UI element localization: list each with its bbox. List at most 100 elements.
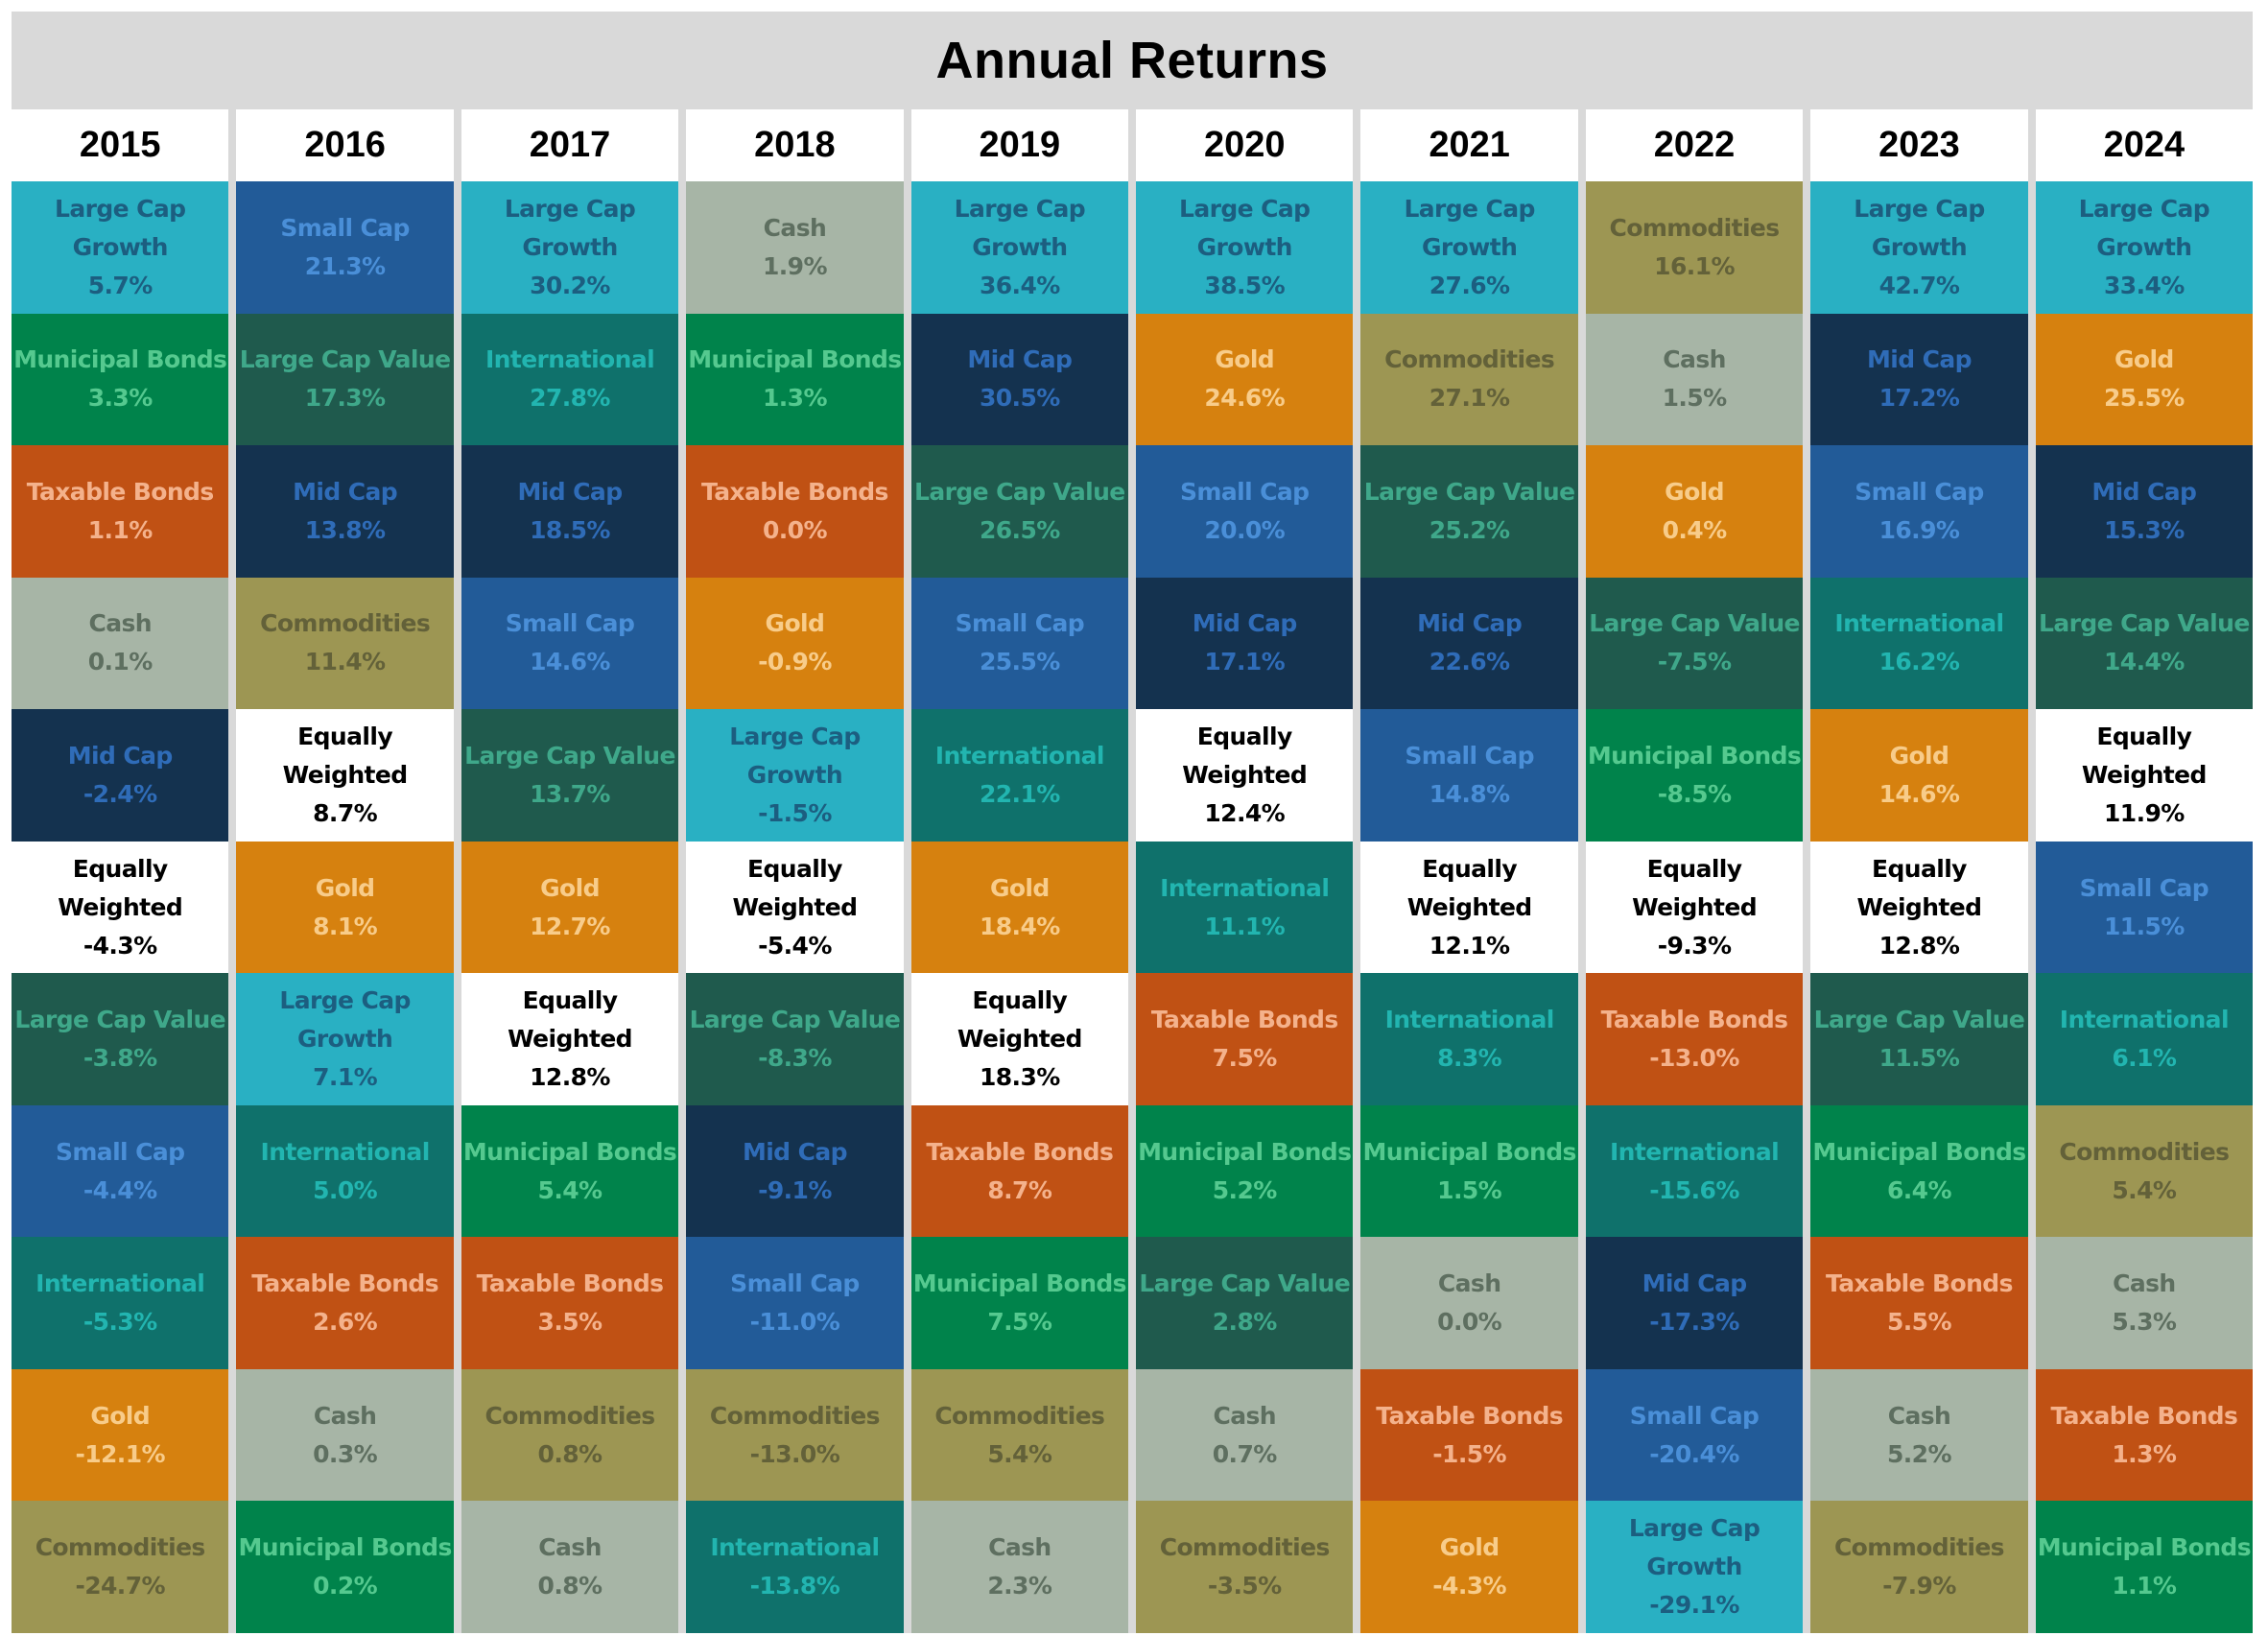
asset-cell: International 11.1%	[1136, 841, 1354, 974]
asset-cell: Municipal Bonds 6.4%	[1810, 1104, 2028, 1238]
asset-cell: Large Cap Value 11.5%	[1810, 973, 2028, 1105]
asset-cell: Large Cap Growth -1.5%	[686, 709, 904, 842]
year-header: 2019	[910, 109, 1129, 181]
asset-name: Municipal Bonds	[238, 1533, 452, 1562]
asset-name: Taxable Bonds	[251, 1269, 439, 1298]
ranked-cells: Commodities 16.1% Cash 1.5% Gold 0.4% Large Ca…	[1585, 181, 1804, 1634]
return-value: 5.2%	[1886, 1439, 1952, 1468]
asset-name: Cash	[1663, 345, 1726, 374]
asset-name: Taxable Bonds	[26, 477, 214, 506]
return-value: 5.2%	[1212, 1175, 1278, 1204]
asset-cell: Mid Cap 13.8%	[236, 445, 454, 578]
return-value: -4.3%	[83, 931, 157, 960]
return-value: -13.8%	[749, 1572, 840, 1600]
return-value: 11.5%	[1878, 1044, 1960, 1073]
asset-cell: Small Cap 11.5%	[2035, 841, 2254, 974]
asset-name: Mid Cap	[1866, 345, 1973, 374]
asset-cell: Large Cap Value 26.5%	[910, 445, 1129, 578]
asset-cell: Large Cap Growth 27.6%	[1360, 181, 1578, 314]
asset-name: Cash	[763, 213, 827, 242]
asset-name: Equally Weighted	[58, 854, 183, 921]
asset-cell: Gold 8.1%	[236, 841, 454, 974]
year-header: 2021	[1360, 109, 1578, 181]
asset-cell: Large Cap Growth 7.1%	[236, 973, 454, 1105]
ranked-cells: Large Cap Growth 42.7% Mid Cap 17.2% Small C…	[1810, 181, 2028, 1634]
asset-cell: International 5.0%	[236, 1104, 454, 1238]
asset-name: Gold	[1215, 345, 1275, 374]
return-value: 15.3%	[2103, 515, 2185, 544]
asset-name: Commodities	[934, 1401, 1105, 1430]
return-value: 2.3%	[987, 1572, 1052, 1600]
asset-cell: Cash 1.9%	[686, 181, 904, 314]
return-value: 22.6%	[1429, 648, 1510, 676]
asset-cell: Equally Weighted 12.1%	[1360, 841, 1578, 974]
asset-name: Mid Cap	[742, 1137, 848, 1166]
asset-name: Large Cap Growth	[2078, 194, 2210, 261]
asset-cell: Gold 18.4%	[910, 841, 1129, 974]
asset-name: Large Cap Value	[464, 741, 675, 770]
asset-cell: Taxable Bonds 1.1%	[12, 445, 229, 578]
asset-cell: Gold 24.6%	[1136, 313, 1354, 446]
asset-name: Commodities	[1833, 1533, 2005, 1562]
return-value: -8.5%	[1657, 779, 1732, 808]
asset-cell: Taxable Bonds 0.0%	[686, 445, 904, 578]
asset-name: Mid Cap	[2091, 477, 2197, 506]
asset-name: Large Cap Value	[1589, 609, 1800, 638]
asset-name: Equally Weighted	[1856, 854, 1983, 921]
ranked-cells: Large Cap Growth 5.7% Municipal Bonds 3.3% T…	[12, 181, 229, 1634]
asset-name: Large Cap Value	[1363, 477, 1575, 506]
return-value: 26.5%	[979, 515, 1060, 544]
return-value: 11.4%	[304, 648, 386, 676]
asset-cell: Cash 0.7%	[1136, 1368, 1354, 1502]
return-value: 24.6%	[1204, 384, 1286, 413]
asset-name: Large Cap Growth	[954, 194, 1086, 261]
asset-cell: Commodities -13.0%	[686, 1368, 904, 1502]
asset-cell: Mid Cap -2.4%	[12, 709, 229, 842]
return-value: 2.6%	[313, 1308, 378, 1337]
asset-cell: Commodities 5.4%	[910, 1368, 1129, 1502]
asset-name: Mid Cap	[293, 477, 398, 506]
return-value: 1.1%	[87, 515, 154, 544]
ranked-cells: Large Cap Growth 33.4% Gold 25.5% Mid Cap 15.…	[2035, 181, 2254, 1634]
year-header: 2017	[461, 109, 679, 181]
asset-cell: Equally Weighted 12.4%	[1136, 709, 1354, 842]
return-value: 12.4%	[1204, 798, 1286, 827]
asset-name: Commodities	[2059, 1137, 2230, 1166]
return-value: 12.8%	[530, 1063, 610, 1092]
year-column: 2015 Large Cap Growth 5.7% Municipal Bonds 3…	[12, 109, 229, 1634]
asset-cell: Mid Cap -9.1%	[686, 1104, 904, 1238]
return-value: 30.2%	[530, 271, 610, 299]
asset-name: Municipal Bonds	[1812, 1137, 2026, 1166]
asset-name: Gold	[989, 873, 1050, 902]
asset-name: Taxable Bonds	[1600, 1006, 1788, 1034]
title-bar: Annual Returns	[12, 12, 2253, 109]
ranked-cells: Large Cap Growth 30.2% International 27.8% M…	[461, 181, 679, 1634]
asset-cell: Gold 12.7%	[461, 841, 679, 974]
asset-cell: International -5.3%	[12, 1237, 229, 1369]
year-column: 2017 Large Cap Growth 30.2% International 27…	[461, 109, 679, 1634]
asset-cell: Large Cap Growth 33.4%	[2035, 181, 2254, 314]
asset-name: Cash	[1437, 1269, 1501, 1298]
asset-name: Small Cap	[505, 609, 635, 638]
asset-cell: Large Cap Growth 42.7%	[1810, 181, 2028, 314]
return-value: 17.3%	[304, 384, 386, 413]
asset-name: Municipal Bonds	[1587, 741, 1802, 770]
asset-name: Mid Cap	[967, 345, 1073, 374]
asset-name: Mid Cap	[1192, 609, 1298, 638]
return-value: 20.0%	[1204, 515, 1286, 544]
asset-cell: Equally Weighted 18.3%	[910, 973, 1129, 1105]
asset-name: Mid Cap	[67, 741, 174, 770]
asset-name: Taxable Bonds	[1376, 1401, 1564, 1430]
asset-cell: Large Cap Value 25.2%	[1360, 445, 1578, 578]
asset-cell: Equally Weighted 12.8%	[461, 973, 679, 1105]
return-value: 6.4%	[1886, 1175, 1952, 1204]
return-value: 5.4%	[987, 1439, 1052, 1468]
return-value: -8.3%	[758, 1044, 832, 1073]
asset-cell: Small Cap 21.3%	[236, 181, 454, 314]
asset-cell: Equally Weighted -9.3%	[1585, 841, 1804, 974]
return-value: 18.5%	[530, 515, 610, 544]
asset-name: Small Cap	[1855, 477, 1984, 506]
year-columns: 2015 Large Cap Growth 5.7% Municipal Bonds 3…	[12, 109, 2254, 1634]
asset-name: International	[934, 741, 1105, 770]
asset-cell: Large Cap Growth 5.7%	[12, 181, 229, 314]
